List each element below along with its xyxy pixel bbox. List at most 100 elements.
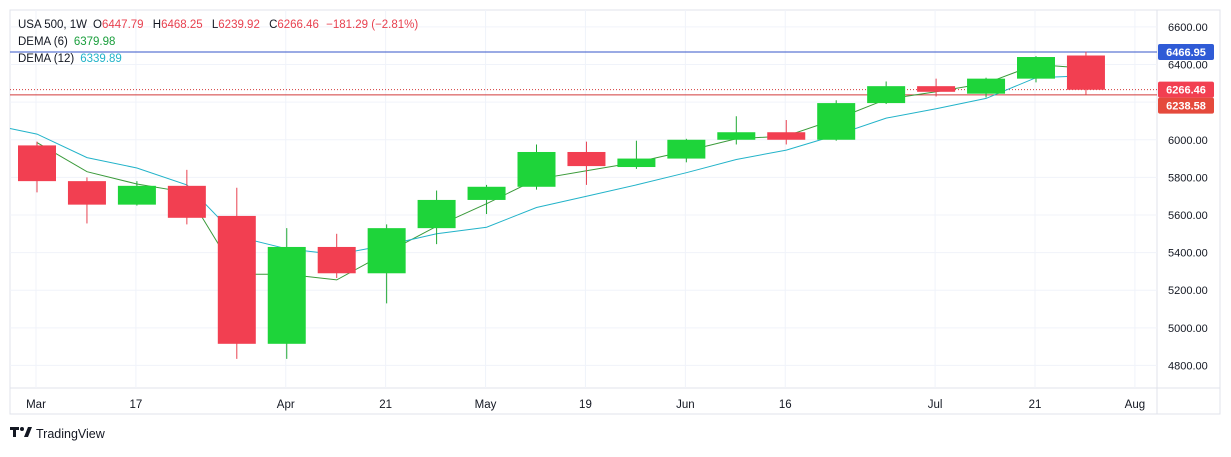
candle-body [317, 246, 356, 274]
candle-down [167, 169, 206, 225]
candle-body [217, 215, 256, 344]
candle-body [67, 181, 106, 205]
candle-body [1017, 57, 1055, 79]
dema6-value: 6379.98 [73, 36, 116, 48]
candle-body [467, 186, 506, 200]
candle-body [967, 78, 1006, 94]
time-tick-label: 16 [779, 399, 792, 411]
open-label: O [93, 19, 102, 31]
candle-up [267, 228, 306, 359]
time-tick-label: May [475, 399, 497, 411]
candle-body [817, 103, 856, 140]
candle-body [617, 158, 656, 168]
candle-body [417, 199, 456, 229]
dema12-line [9, 75, 1087, 256]
price-tick-label: 6400.00 [1168, 60, 1208, 72]
time-tick-label: Aug [1125, 399, 1145, 411]
reference-lines [10, 51, 1157, 96]
price-badge-close: 6266.46 [1158, 81, 1214, 98]
badge-background [1158, 81, 1214, 98]
candle-down [767, 120, 806, 145]
candle-up [667, 138, 706, 163]
time-tick-label: Apr [277, 399, 295, 411]
candle-up [417, 190, 456, 245]
candle-down [917, 78, 956, 97]
price-badge-last: 6238.58 [1158, 97, 1214, 114]
candles [18, 51, 1105, 359]
open-value: 6447.79 [102, 19, 144, 31]
candle-up [1017, 56, 1055, 83]
dema12-label: DEMA (12) [18, 53, 75, 65]
close-label: C [269, 19, 278, 31]
candle-up [717, 116, 756, 145]
time-axis[interactable]: Mar 17 Apr 21 May 19 Jun 16 Jul 21 Aug [26, 399, 1145, 411]
price-tick-label: 6600.00 [1168, 22, 1208, 34]
candle-up [617, 140, 656, 169]
price-tick-label: 4800.00 [1168, 360, 1208, 372]
candle-body [917, 86, 956, 92]
candle-up [817, 100, 856, 141]
candle-up [967, 77, 1006, 98]
price-axis[interactable]: 6600.006400.006200.006000.005800.005600.… [1168, 22, 1208, 373]
change-value: −181.29 (−2.81%) [326, 19, 419, 31]
time-tick-label: 17 [130, 399, 143, 411]
dema12-value: 6339.89 [80, 53, 122, 65]
candle-up [117, 181, 156, 206]
candle-body [367, 228, 406, 274]
candle-body [517, 151, 556, 187]
tradingview-icon [10, 426, 32, 441]
candle-body [267, 246, 306, 344]
candle-up [467, 184, 506, 215]
chart-legend: USA 500, 1W O6447.79 H6468.25 L6239.92 C6… [18, 17, 418, 68]
candle-up [517, 144, 556, 190]
candle-body [567, 151, 606, 167]
time-tick-label: 19 [579, 399, 592, 411]
grid [9, 9, 1221, 415]
close-value: 6266.46 [277, 19, 319, 31]
time-tick-label: Jul [928, 399, 943, 411]
time-tick-label: 21 [1029, 399, 1042, 411]
price-tick-label: 5400.00 [1168, 248, 1208, 260]
badge-background [1158, 43, 1214, 60]
badge-background [1158, 97, 1214, 114]
candle-down [18, 141, 56, 193]
high-label: H [152, 19, 162, 31]
time-tick-label: Jun [676, 399, 695, 411]
symbol-label: USA 500, 1W [18, 19, 88, 31]
candle-down [217, 187, 256, 359]
dema12-row[interactable]: DEMA (12) 6339.89 [18, 51, 418, 68]
candle-down [67, 177, 106, 224]
time-tick-label: Mar [26, 399, 46, 411]
badge-label: 6238.58 [1166, 101, 1206, 113]
time-tick-label: 21 [379, 399, 392, 411]
price-tick-label: 5600.00 [1168, 210, 1208, 222]
brand-logo[interactable]: TradingView [10, 426, 105, 441]
price-tick-label: 5200.00 [1168, 285, 1208, 297]
badge-label: 6266.46 [1166, 85, 1206, 97]
low-value: 6239.92 [218, 19, 260, 31]
candle-down [317, 233, 356, 278]
dema6-label: DEMA (6) [18, 36, 68, 48]
candle-body [117, 185, 156, 205]
candle-body [18, 145, 56, 182]
dema6-row[interactable]: DEMA (6) 6379.98 [18, 34, 418, 51]
candle-body [867, 86, 906, 104]
candle-body [1066, 55, 1105, 90]
dema6-line [36, 63, 1087, 281]
moving-average-lines [9, 63, 1087, 281]
price-badge-high: 6466.95 [1158, 43, 1214, 60]
candle-down [1066, 51, 1105, 95]
low-label: L [211, 19, 219, 31]
high-value: 6468.25 [161, 19, 203, 31]
candle-body [767, 132, 806, 140]
candle-body [167, 185, 206, 218]
price-tick-label: 6000.00 [1168, 135, 1208, 147]
candle-down [567, 141, 606, 185]
ohlc-row: USA 500, 1W O6447.79 H6468.25 L6239.92 C6… [18, 17, 418, 34]
price-badges: 6466.95 6266.46 6238.58 [1158, 43, 1214, 114]
price-tick-label: 5800.00 [1168, 172, 1208, 184]
candle-up [867, 81, 906, 105]
price-tick-label: 5000.00 [1168, 323, 1208, 335]
